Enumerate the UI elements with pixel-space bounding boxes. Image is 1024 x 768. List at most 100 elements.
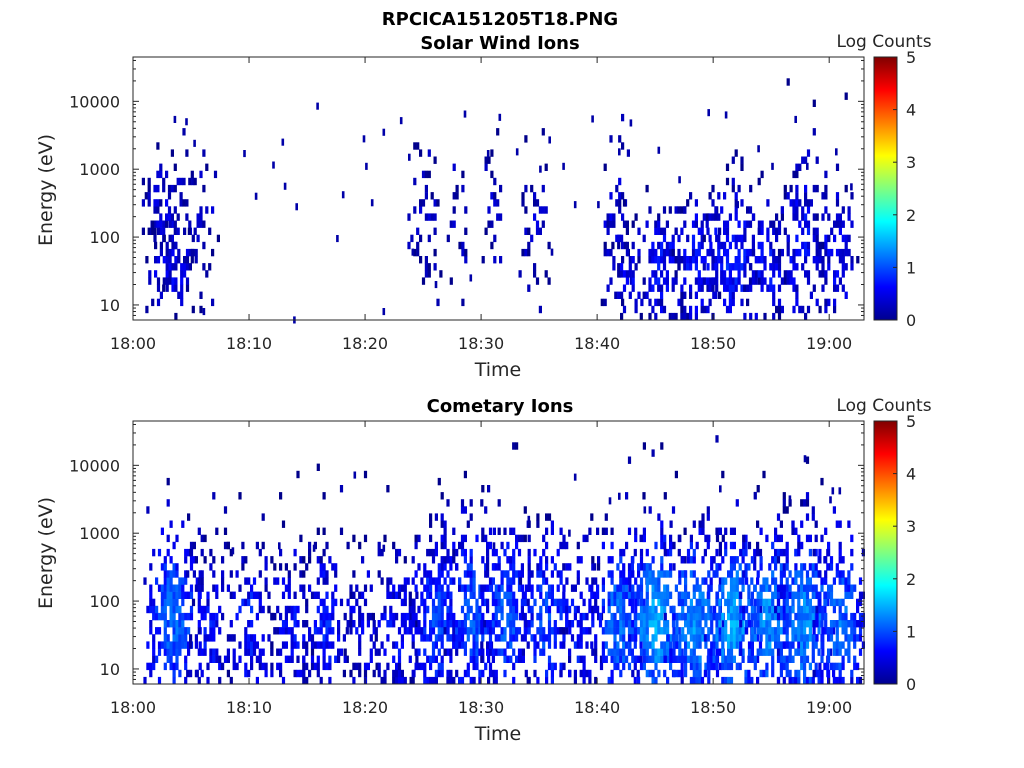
heatmap-cell [729,591,734,599]
heatmap-cell [841,662,845,671]
heatmap-cell [176,177,180,186]
heatmap-cell [509,634,513,642]
heatmap-cell [610,541,614,550]
heatmap-cell [729,598,734,607]
heatmap-cell [386,485,390,493]
heatmap-cell [287,577,291,585]
heatmap-cell [328,655,332,663]
heatmap-cell [811,563,815,571]
heatmap-cell [704,620,708,628]
heatmap-cell [427,263,431,271]
heatmap-cell [539,605,543,614]
heatmap-cell [610,648,614,656]
heatmap-cell [657,241,661,250]
heatmap-cell [657,213,661,221]
heatmap-cell [782,627,786,635]
heatmap-cell [437,477,441,486]
heatmap-cell [472,612,476,621]
heatmap-cell [579,634,583,642]
heatmap-cell [500,648,504,656]
heatmap-cell [805,570,810,578]
heatmap-cell [763,277,767,285]
heatmap-cell [358,662,362,671]
heatmap-cell [527,284,531,292]
heatmap-cell [725,263,730,271]
heatmap-cell [835,199,840,207]
heatmap-cell [526,641,530,649]
heatmap-cell [191,234,195,243]
heatmap-cell [785,556,789,564]
heatmap-cell [800,570,804,578]
heatmap-cell [631,570,635,578]
heatmap-cell [308,669,312,678]
heatmap-cell [331,641,335,649]
heatmap-cell [741,577,745,585]
heatmap-cell [521,199,525,207]
heatmap-cell [666,627,670,635]
heatmap-cell [766,234,770,243]
heatmap-cell [520,605,524,614]
heatmap-cell [820,477,824,486]
heatmap-cell [200,534,204,543]
heatmap-cell [827,634,831,642]
heatmap-cell [654,277,658,285]
heatmap-cell [358,648,362,656]
heatmap-cell [361,612,365,621]
heatmap-cell [290,634,294,642]
heatmap-cell [556,598,560,607]
heatmap-cell [680,227,684,235]
heatmap-cell [437,577,441,585]
heatmap-cell [322,612,326,621]
heatmap-cell [777,270,782,278]
heatmap-cell [727,676,731,685]
heatmap-cell [710,563,714,571]
heatmap-cell [800,520,804,528]
heatmap-cell [162,234,166,243]
heatmap-cell [776,513,781,521]
heatmap-cell [743,227,747,235]
heatmap-cell [437,598,441,607]
heatmap-cell [187,627,191,635]
heatmap-cell [835,284,840,292]
heatmap-cell [779,584,783,592]
heatmap-cell [760,248,764,257]
colorbar-tick-label: 3 [906,153,916,172]
heatmap-cell [429,627,433,635]
heatmap-cell [400,598,404,607]
heatmap-cell [808,577,812,585]
heatmap-cell [533,669,537,678]
heatmap-cell [397,627,402,635]
heatmap-cell [835,163,840,171]
heatmap-cell [844,241,848,250]
heatmap-cell [663,641,667,649]
heatmap-cell [754,312,758,321]
heatmap-cell [178,627,182,635]
heatmap-cell [824,206,828,214]
heatmap-cell [434,605,438,614]
heatmap-cell [302,620,306,628]
heatmap-cell [163,641,167,649]
heatmap-cell [711,284,715,292]
heatmap-cell [458,641,462,649]
heatmap-cell [352,591,356,599]
heatmap-cell [527,248,531,257]
heatmap-cell [255,612,259,621]
heatmap-cell [642,612,646,621]
heatmap-cell [648,570,652,578]
heatmap-cell [276,627,280,635]
heatmap-cell [570,584,575,592]
heatmap-cell [753,563,757,571]
heatmap-cell [153,234,157,243]
heatmap-cell [674,584,678,592]
heatmap-cell [163,591,167,599]
heatmap-cell [847,655,851,663]
heatmap-cell [847,591,851,599]
heatmap-cell [779,520,783,528]
heatmap-cell [760,284,764,292]
heatmap-cell [616,641,620,649]
plot-area [132,56,865,321]
heatmap-cell [666,648,670,656]
heatmap-cell [463,110,467,118]
heatmap-cell [622,612,626,621]
heatmap-cell [328,620,332,628]
